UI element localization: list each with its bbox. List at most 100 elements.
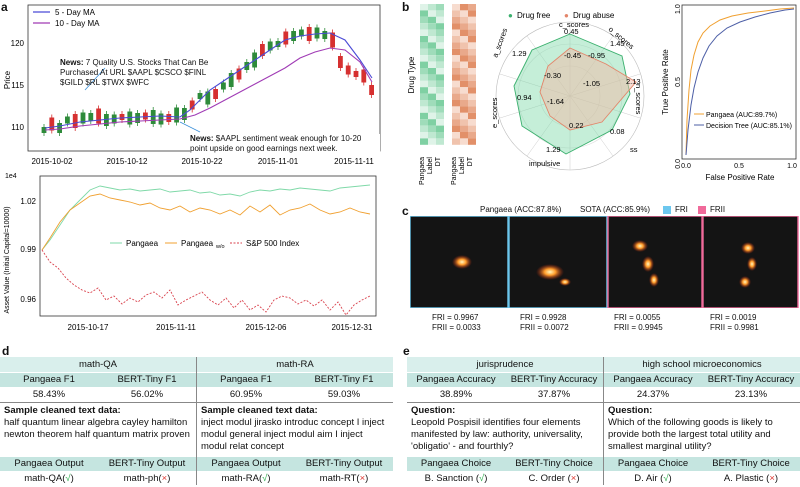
caption-img2: FRI = 0.9928 FRII = 0.0072 — [520, 313, 569, 333]
heat-cell — [436, 48, 444, 56]
candle-body — [166, 114, 172, 122]
heat-cell — [436, 100, 444, 107]
heat-cell — [420, 87, 428, 94]
heat-cell — [428, 29, 436, 36]
cross-icon: × — [161, 473, 168, 484]
heat-cell — [468, 119, 476, 126]
choice: D. Air (√) — [634, 473, 672, 484]
xtick: 0.0 — [681, 163, 691, 170]
output-text: math-RA( — [221, 473, 263, 484]
heat-cell — [468, 29, 476, 36]
roc-legend-dt: Decision Tree (AUC:85.1%) — [706, 123, 792, 130]
panel-b-charts: Drug Type Pangaea Label DT Pangaea Label… — [407, 4, 797, 185]
score: 60.95% — [229, 389, 263, 400]
choice-text: D. Air ( — [634, 473, 664, 484]
col-header: BERT-Tiny Output — [108, 458, 186, 469]
heat-cell — [428, 138, 436, 145]
caption-line: FRII = 0.0033 — [432, 323, 481, 332]
heat-xlabel: Pangaea — [451, 157, 458, 185]
output: math-QA(√) — [24, 473, 74, 484]
heat-cell — [420, 132, 428, 139]
heat-cell — [436, 93, 444, 100]
news-text: 7 Quality U.S. Stocks That Can Be Purcha… — [60, 58, 209, 87]
heat-cell — [460, 125, 468, 132]
col-header: Pangaea Choice — [420, 458, 492, 469]
panel-a-charts: Price 120 115 110 2015-10-02 2015-10-12 … — [3, 4, 381, 332]
caption-img4: FRI = 0.0019 FRII = 0.9981 — [710, 313, 759, 333]
heat-cell — [460, 10, 468, 17]
radar-axis: ss — [630, 145, 638, 154]
heat-cell — [460, 93, 468, 100]
news-annotation-2: News: $AAPL sentiment weak enough for 10… — [190, 134, 380, 154]
heat-cell — [452, 106, 460, 113]
radar-legend-free: Drug free — [517, 11, 551, 20]
output: math-RA(√) — [221, 473, 271, 484]
heat-cell — [436, 42, 444, 49]
candle-body — [299, 29, 304, 37]
heat-cell — [460, 29, 468, 36]
candle-body — [345, 65, 351, 75]
heat-cell — [460, 68, 468, 75]
heat-cell — [452, 132, 460, 139]
legend-wo-sub: w/o — [215, 244, 225, 250]
heat-cell — [428, 10, 436, 17]
caption-line: FRI = 0.9928 — [520, 313, 567, 322]
heat-cell — [460, 112, 468, 120]
heat-cell — [460, 61, 468, 68]
col-header: BERT-Tiny Choice — [515, 458, 593, 469]
heat-cell — [468, 100, 476, 107]
panel-label-c: c — [402, 204, 409, 218]
choice-text: A. Plastic ( — [723, 473, 770, 484]
heat-cell — [468, 80, 476, 88]
heat-cell — [420, 138, 428, 145]
heat-cell — [460, 55, 468, 62]
score: 37.87% — [537, 389, 571, 400]
roc-dt — [685, 8, 795, 156]
heat-cell — [468, 106, 476, 113]
heat-cell — [460, 100, 468, 107]
heat-cell — [460, 87, 468, 94]
legend-5day: 5 - Day MA — [55, 8, 96, 17]
candle-body — [283, 31, 289, 45]
radar-axis: a_scores — [490, 27, 509, 59]
caption-img3: FRI = 0.0055 FRII = 0.9945 — [614, 313, 663, 333]
heat-cell — [420, 10, 428, 17]
heat-cell — [452, 80, 460, 88]
candle-body — [80, 112, 86, 124]
candle-body — [158, 113, 164, 125]
exp-label: 1e4 — [5, 173, 17, 180]
candle-body — [306, 27, 312, 41]
heat-cell — [420, 16, 428, 24]
caption-line: FRI = 0.0019 — [710, 313, 757, 322]
heat-cell — [468, 48, 476, 56]
cross-icon: × — [359, 473, 366, 484]
legend-pangaea: Pangaea — [126, 239, 159, 248]
heat-cell — [420, 74, 428, 81]
roc-legend-pangaea: Pangaea (AUC:89.7%) — [706, 112, 777, 119]
heat-cell — [436, 29, 444, 36]
candle-body — [205, 91, 211, 105]
heat-cell — [452, 74, 460, 81]
news-prefix: News: — [190, 134, 214, 143]
candle-body — [322, 31, 328, 39]
heat-cell — [452, 29, 460, 36]
caption-line: FRI = 0.0055 — [614, 313, 661, 322]
heat-cell — [436, 132, 444, 139]
candle-body — [338, 56, 343, 68]
heat-cell — [420, 4, 428, 11]
col-header: BERT-Tiny Accuracy — [707, 374, 795, 385]
heat-cell — [452, 42, 460, 49]
heat-cell — [452, 23, 460, 30]
radar-val: 2.13 — [626, 77, 641, 86]
heat-cell — [452, 125, 460, 132]
candle-body — [189, 100, 195, 110]
question-title: Question: — [608, 405, 653, 416]
heat-xlabel: DT — [467, 156, 474, 166]
heat-cell — [452, 87, 460, 94]
sample-title: Sample cleaned text data: — [4, 405, 121, 416]
candle-body — [143, 112, 148, 120]
col-header: Pangaea Output — [14, 458, 84, 469]
heat-xlabel: Label — [459, 157, 466, 175]
heat-cell — [436, 138, 444, 145]
ytick: 0.5 — [675, 77, 682, 87]
